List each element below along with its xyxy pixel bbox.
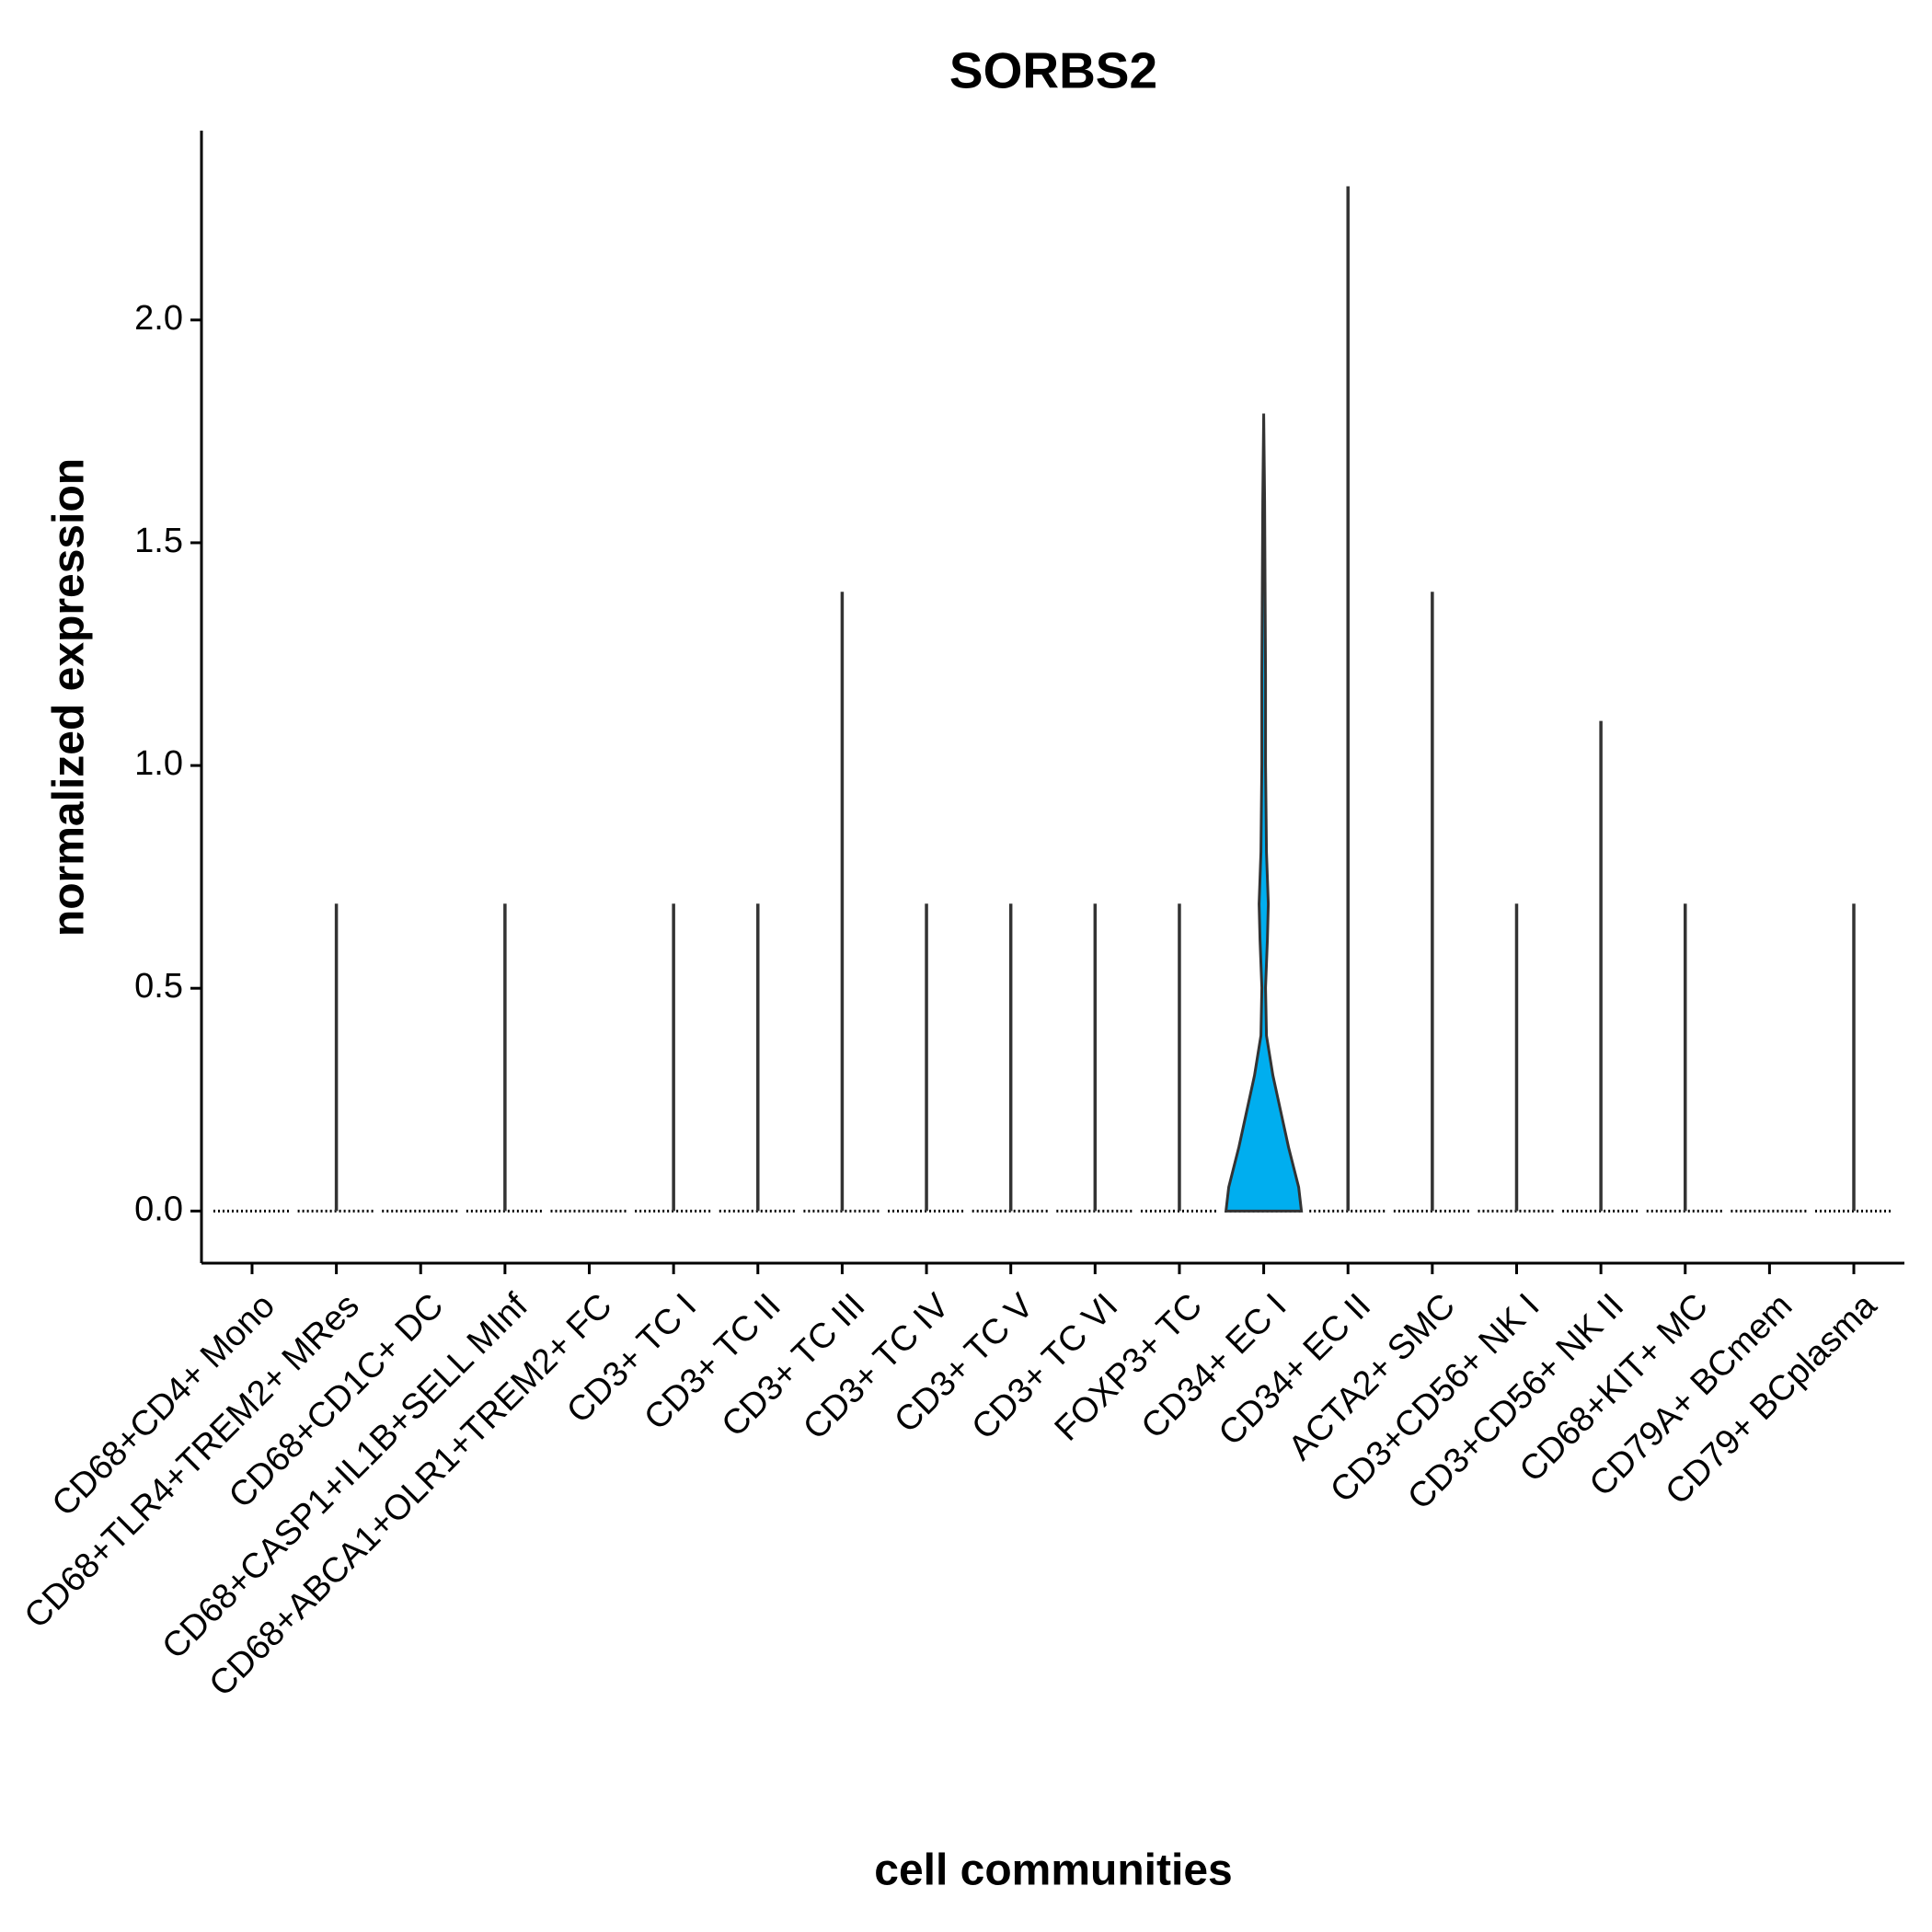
- y-tick-label: 1.0: [134, 744, 183, 783]
- violin: [1224, 413, 1304, 1213]
- y-tick-label: 0.0: [134, 1190, 183, 1228]
- x-axis-title: cell communities: [874, 1846, 1232, 1895]
- y-tick-label: 2.0: [134, 299, 183, 338]
- y-tick-label: 1.5: [134, 522, 183, 560]
- y-axis-title: normalized expression: [45, 458, 94, 937]
- y-tick-label: 0.5: [134, 967, 183, 1006]
- chart-title: SORBS2: [949, 42, 1157, 99]
